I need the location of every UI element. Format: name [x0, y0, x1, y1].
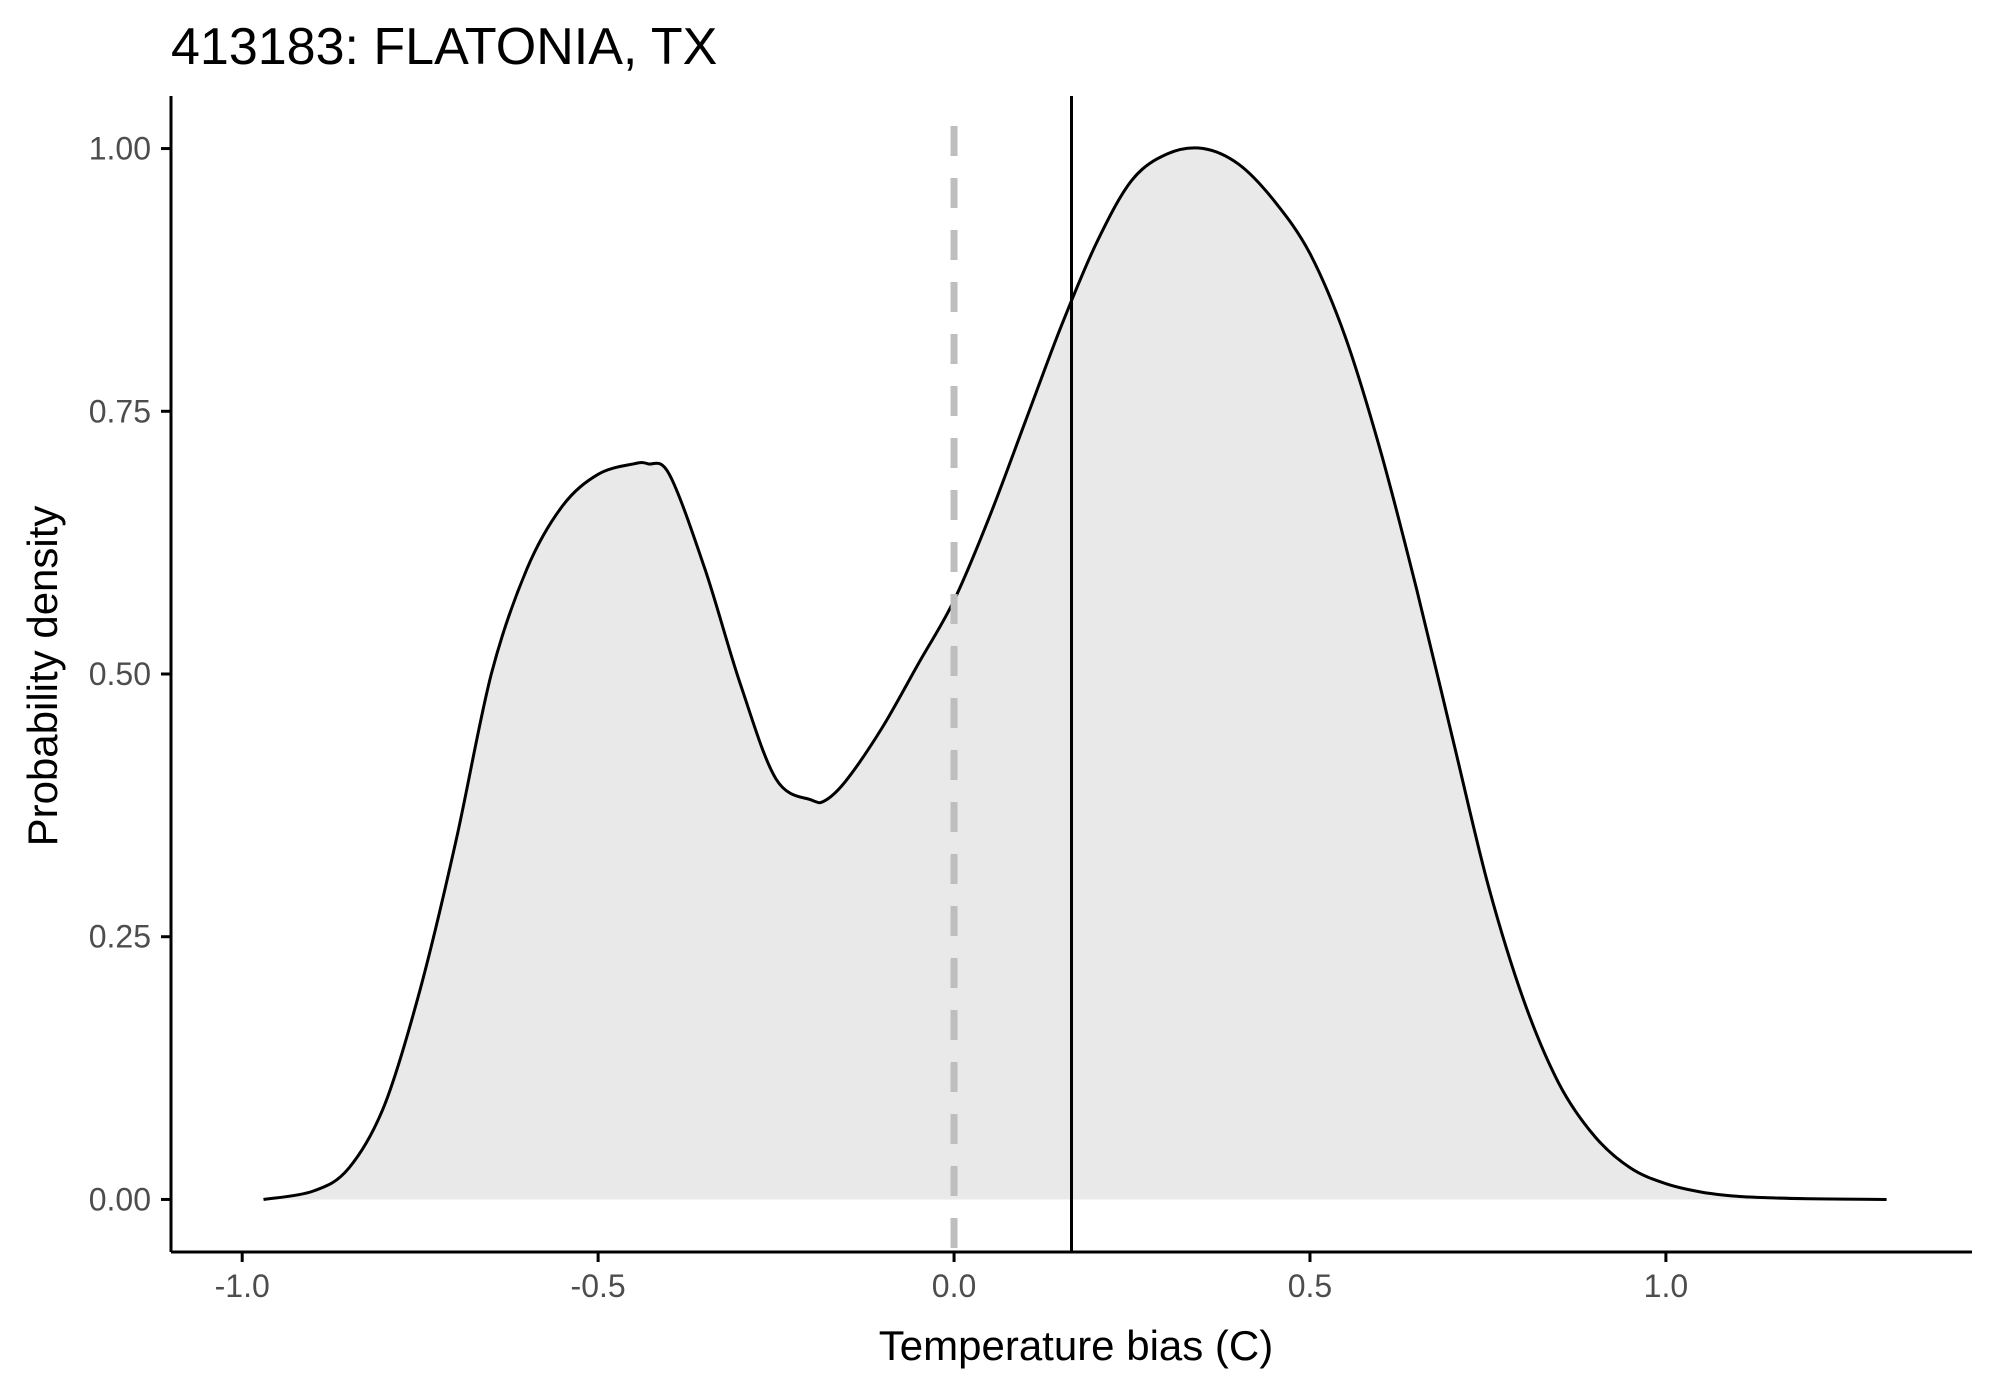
- y-tick-label: 0.50: [89, 656, 151, 692]
- x-tick-label: 1.0: [1644, 1268, 1688, 1304]
- y-tick-label: 0.00: [89, 1181, 151, 1217]
- y-tick-label: 0.75: [89, 393, 151, 429]
- density-line: [263, 146, 1887, 1201]
- x-tick-label: -1.0: [215, 1268, 270, 1304]
- y-axis-ticks: 0.00 0.25 0.50 0.75 1.00: [89, 131, 171, 1217]
- x-axis-ticks: -1.0 -0.5 0.0 0.5 1.0: [215, 1252, 1688, 1304]
- x-tick-label: -0.5: [571, 1268, 626, 1304]
- density-fill: [263, 147, 1887, 1200]
- y-tick-label: 1.00: [89, 131, 151, 167]
- plot-area: [263, 96, 1887, 1252]
- axes: -1.0 -0.5 0.0 0.5 1.0 0.00 0.25 0.50 0.75 1.00: [89, 96, 1972, 1304]
- x-tick-label: 0.5: [1288, 1268, 1332, 1304]
- y-tick-label: 0.25: [89, 919, 151, 955]
- y-axis-title: Probability density: [19, 506, 66, 847]
- x-axis-title: Temperature bias (C): [879, 1322, 1273, 1369]
- x-tick-label: 0.0: [932, 1268, 976, 1304]
- chart-title: 413183: FLATONIA, TX: [171, 18, 717, 76]
